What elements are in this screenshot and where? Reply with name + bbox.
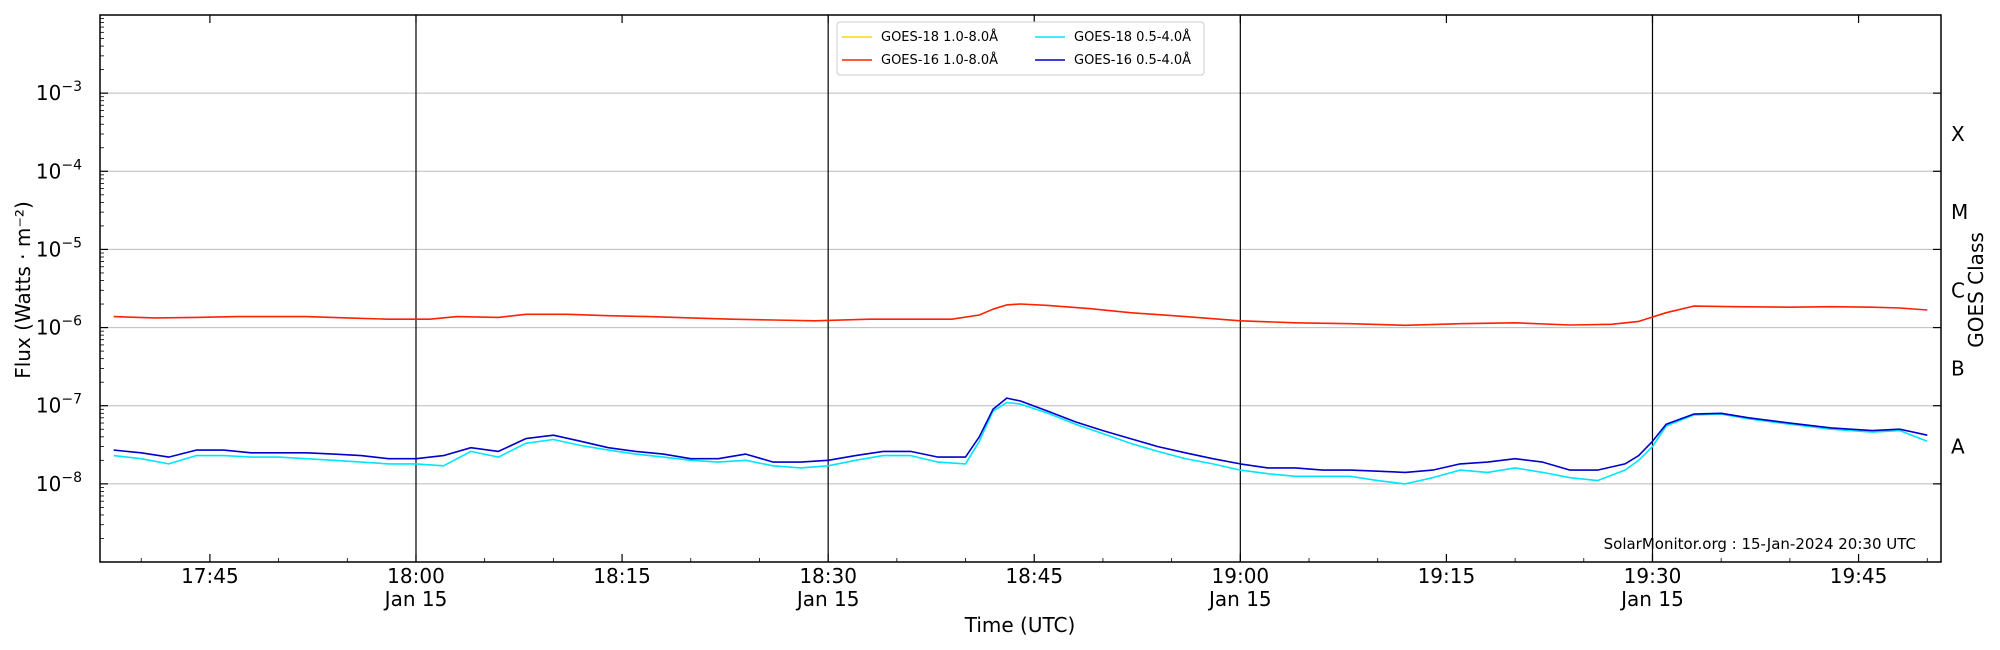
series-lines [113, 303, 1928, 485]
watermark-text: SolarMonitor.org : 15-Jan-2024 20:30 UTC [1604, 535, 1916, 553]
y-tick-label: 10−7 [36, 392, 82, 418]
y2-axis-title: GOES Class [1964, 232, 1988, 348]
y-axis-ticks: 10−8 10−7 10−6 10−5 10−4 10−3 [36, 18, 1941, 539]
y-tick-label: 10−5 [36, 235, 82, 261]
legend-label: GOES-16 1.0-8.0Å [881, 52, 998, 68]
x-tick-label: 19:30 [1624, 564, 1682, 588]
y-tick-label: 10−3 [36, 79, 82, 105]
vertical-markers [415, 15, 1654, 562]
legend: GOES-18 1.0-8.0Å GOES-18 0.5-4.0Å GOES-1… [836, 21, 1205, 76]
series-line [113, 401, 1928, 485]
y2-axis-ticks: A B C M X [1951, 122, 1968, 459]
x-tick-label: 19:00 [1212, 564, 1270, 588]
goes-class-label: C [1951, 278, 1965, 302]
legend-label: GOES-16 0.5-4.0Å [1074, 52, 1191, 68]
x-tick-label: 18:45 [1005, 564, 1063, 588]
x-tick-label: 18:15 [593, 564, 651, 588]
series-line [113, 397, 1928, 474]
x-tick-label: 17:45 [181, 564, 239, 588]
legend-entry: GOES-16 1.0-8.0Å [842, 52, 998, 68]
legend-entry: GOES-18 0.5-4.0Å [1035, 29, 1191, 45]
legend-entry: GOES-16 0.5-4.0Å [1035, 52, 1191, 68]
legend-entry: GOES-18 1.0-8.0Å [842, 29, 998, 45]
gridlines [100, 92, 1941, 485]
x-tick-date-label: Jan 15 [1619, 587, 1684, 611]
legend-label: GOES-18 1.0-8.0Å [881, 29, 998, 45]
plot-frame [99, 14, 1942, 563]
x-tick-label: 18:00 [387, 564, 445, 588]
x-tick-date-label: Jan 15 [1207, 587, 1272, 611]
x-tick-label: 19:15 [1418, 564, 1476, 588]
legend-box [836, 21, 1205, 76]
x-tick-label: 18:30 [799, 564, 857, 588]
x-tick-date-label: Jan 15 [795, 587, 860, 611]
goes-class-label: M [1951, 200, 1968, 224]
y-tick-label: 10−6 [36, 314, 82, 340]
series-line [113, 303, 1928, 327]
goes-class-label: B [1951, 356, 1965, 380]
y-axis-title: Flux (Watts · m⁻²) [11, 201, 35, 379]
x-axis-title: Time (UTC) [964, 613, 1076, 637]
legend-label: GOES-18 0.5-4.0Å [1074, 29, 1191, 45]
y-tick-label: 10−4 [36, 157, 82, 183]
y-tick-label: 10−8 [36, 470, 82, 496]
goes-class-label: X [1951, 122, 1965, 146]
x-tick-label: 19:45 [1830, 564, 1888, 588]
x-tick-date-label: Jan 15 [383, 587, 448, 611]
goes-class-label: A [1951, 435, 1965, 459]
